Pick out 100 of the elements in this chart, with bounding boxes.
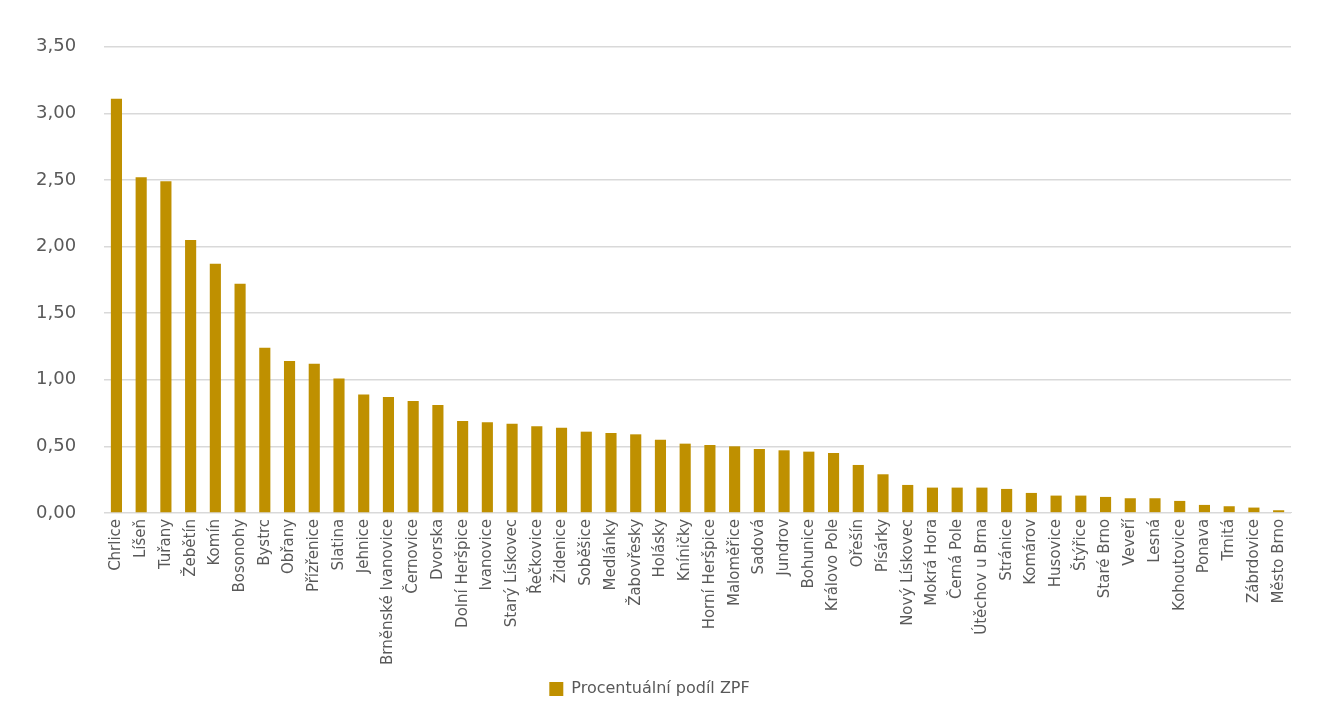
bar: [976, 487, 988, 513]
y-tick-label: 1,00: [36, 367, 77, 389]
x-tick-label: Písárky: [872, 518, 891, 573]
bar: [679, 443, 691, 513]
x-tick-label: Horní Heršpice: [699, 518, 718, 630]
bar: [481, 422, 493, 513]
x-tick-label: Zábrdovice: [1243, 518, 1262, 604]
bar: [852, 464, 864, 513]
bar: [1050, 495, 1062, 513]
bar: [407, 401, 419, 513]
x-tick-label: Žabovřesky: [624, 518, 644, 606]
x-tick-label: Jundrov: [773, 518, 792, 577]
x-tick-label: Útěchov u Brna: [970, 518, 990, 635]
x-tick-label: Ivanovice: [477, 518, 496, 591]
bar: [555, 427, 568, 513]
x-tick-label: Bystrc: [254, 518, 273, 566]
bar: [209, 263, 221, 513]
bar: [283, 361, 296, 513]
bar: [308, 363, 320, 513]
bar: [654, 439, 667, 513]
x-tick-label: Štýřice: [1069, 518, 1089, 571]
y-tick-label: 0,00: [36, 500, 77, 522]
bar: [729, 446, 741, 513]
bar: [580, 431, 592, 513]
x-tick-label: Královo Pole: [823, 518, 842, 612]
bar: [827, 452, 840, 513]
x-tick-label: Komárov: [1021, 518, 1040, 585]
bar: [506, 423, 518, 513]
x-tick-label: Bohunice: [798, 518, 817, 589]
bar: [1025, 492, 1037, 513]
bar: [902, 484, 914, 513]
x-tick-label: Přízřenice: [304, 518, 323, 593]
x-tick-label: Brněnské Ivanovice: [378, 518, 397, 666]
bar: [531, 426, 543, 513]
x-tick-label: Holásky: [650, 518, 669, 578]
x-tick-label: Dvorska: [427, 518, 446, 581]
x-tick-label: Chrlice: [106, 518, 125, 571]
legend-label: Procentuální podíl ZPF: [571, 678, 750, 698]
x-tick-label: Maloměřice: [724, 518, 743, 607]
bar: [877, 474, 889, 513]
x-tick-label: Soběšice: [576, 518, 595, 586]
x-tick-label: Slatina: [328, 518, 347, 571]
bar: [630, 434, 642, 513]
bar: [803, 451, 815, 513]
x-tick-label: Ořešín: [848, 518, 867, 568]
x-tick-label: Staré Brno: [1095, 518, 1114, 599]
bar: [704, 444, 716, 513]
bar: [926, 487, 939, 513]
bar: [358, 394, 370, 513]
x-tick-label: Komín: [205, 518, 224, 566]
bar: [234, 283, 246, 513]
x-tick-label: Veveří: [1120, 518, 1139, 566]
x-tick-label: Ponava: [1194, 518, 1213, 574]
x-tick-label: Žebětín: [179, 518, 199, 577]
bar: [333, 378, 345, 513]
y-tick-label: 0,50: [36, 433, 77, 455]
bar: [778, 450, 790, 513]
x-tick-label: Tuřany: [155, 518, 174, 571]
x-tick-label: Židenice: [550, 518, 570, 584]
bar: [1174, 500, 1186, 513]
bar: [1198, 504, 1211, 513]
y-tick-label: 1,50: [36, 300, 77, 322]
x-tick-label: Černovice: [402, 518, 422, 594]
y-tick-label: 3,50: [36, 34, 77, 56]
x-tick-label: Řečkovice: [525, 518, 545, 594]
bar: [160, 181, 172, 513]
y-tick-label: 2,50: [36, 167, 77, 189]
bar: [1124, 498, 1136, 513]
bar: [1099, 496, 1112, 513]
x-tick-label: Sadová: [749, 518, 768, 575]
bar: [432, 405, 444, 513]
x-tick-label: Obřany: [279, 518, 298, 574]
x-tick-label: Medlánky: [600, 518, 619, 591]
bar: [185, 239, 197, 513]
bar: [259, 347, 271, 513]
x-tick-label: Jehnice: [353, 518, 372, 575]
y-tick-label: 3,00: [36, 101, 77, 123]
bar: [110, 98, 123, 513]
bar: [753, 448, 765, 513]
bar: [135, 177, 147, 513]
x-tick-label: Lesná: [1144, 518, 1163, 563]
bar: [605, 433, 617, 513]
bar: [382, 397, 395, 513]
x-tick-label: Bosonohy: [229, 518, 248, 593]
bar: [1223, 506, 1235, 513]
x-tick-label: Starý Lískovec: [501, 518, 520, 628]
bar: [1149, 498, 1161, 513]
bar: [457, 421, 469, 513]
x-tick-label: Stránice: [996, 518, 1015, 581]
x-tick-label: Husovice: [1045, 518, 1064, 588]
x-tick-label: Kníničky: [675, 518, 694, 582]
bar: [951, 487, 963, 513]
x-tick-label: Nový Lískovec: [897, 518, 916, 626]
bar: [1075, 495, 1087, 513]
x-tick-label: Kohoutovice: [1169, 518, 1188, 611]
x-tick-label: Trnitá: [1219, 518, 1238, 562]
bar: [1001, 488, 1013, 513]
x-tick-label: Město Brno: [1268, 518, 1287, 604]
x-tick-label: Mokrá Hora: [922, 518, 941, 606]
x-tick-label: Černá Pole: [946, 518, 966, 600]
